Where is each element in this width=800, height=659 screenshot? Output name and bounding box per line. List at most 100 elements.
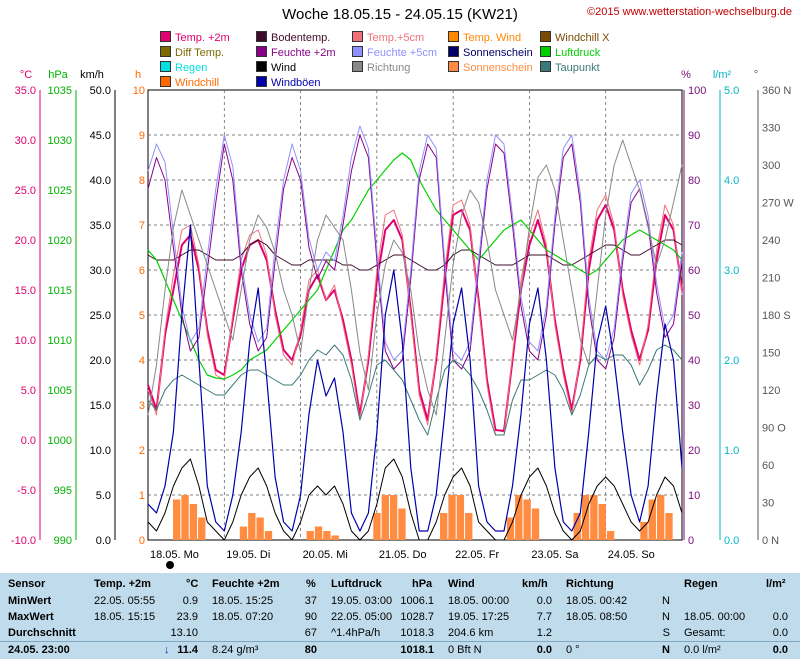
stats-max-richtung-val: N [662,611,670,623]
y-tick-humidity: 10 [688,490,700,502]
legend-label: Temp.+5cm [367,32,425,44]
stats-max-regen-time: 18.05. 00:00 [684,611,746,623]
stats-header-sensor: Sensor [8,578,46,590]
y-tick-temp: 30.0 [15,135,36,147]
stats-min-wind-time: 18.05. 00:00 [448,595,510,607]
stats-min-richtung-time: 18.05. 00:42 [566,595,628,607]
stats-avg-regen-val: 0.0 [772,627,788,639]
y-tick-sun: 10 [133,85,145,97]
y-tick-wind: 40.0 [90,175,111,187]
stats-header-druck: Luftdruck [331,578,382,590]
y-tick-humidity: 20 [688,445,700,457]
legend-swatch [160,76,171,87]
stats-min-feuchte-val: 37 [304,595,317,607]
chart-title: Woche 18.05.15 - 24.05.15 (KW21) [282,6,518,23]
legend-item-diff-temp: Diff Temp. [160,46,224,60]
sunshine-bar [173,499,181,540]
legend-item-taupunkt: Taupunkt [540,61,600,75]
legend-item-feuchte-5cm: Feuchte +5cm [352,46,437,60]
legend-label: Temp. +2m [175,32,230,44]
legend-label: Regen [175,62,208,74]
stats-header-temp: Temp. +2m [94,578,151,590]
legend-swatch [256,76,267,87]
series-line-windb-en [147,224,683,532]
legend-label: Windchill [175,77,220,89]
y-tick-sun: 2 [139,445,145,457]
stats-current-label: 24.05. 23:00 [8,644,70,656]
y-unit-pressure: hPa [48,69,68,81]
y-tick-humidity: 0 [688,535,694,547]
y-tick-temp: 20.0 [15,235,36,247]
sunshine-bar [389,495,398,540]
stats-max-regen-val: 0.0 [772,611,788,623]
y-tick-humidity: 30 [688,400,700,412]
weather-chart: 35.030.025.020.015.010.05.00.0-5.0-10.0°… [11,69,794,569]
stats-max-temp-time: 18.05. 15:15 [94,611,156,623]
copyright-link[interactable]: ©2015 www.wetterstation-wechselburg.de [587,6,792,18]
y-tick-direction: 180 S [762,310,791,322]
y-tick-wind: 5.0 [96,490,111,502]
sunshine-bar [581,495,590,540]
legend-item-windb-en: Windböen [256,76,321,90]
x-tick-label: 24.05. So [608,549,655,561]
stats-min-richtung-val: N [662,595,670,607]
legend-label: Sonnenschein [463,62,533,74]
legend-item-wind: Wind [256,61,296,75]
stats-current-feuchte-abs: 8.24 g/m³ [212,644,259,656]
y-tick-direction: 150 [762,348,780,360]
x-tick-label: 22.05. Fr [455,549,499,561]
sunshine-bar [314,526,323,540]
stats-header-feuchte-unit: % [306,578,316,590]
sunshine-bar [448,495,456,540]
y-tick-temp: -5.0 [17,485,36,497]
stats-current-druck-val: 1018.1 [400,644,434,656]
stats-min-druck-time: 19.05. 03:00 [331,595,393,607]
legend-swatch [448,61,459,72]
y-tick-direction: 240 [762,235,780,247]
stats-avg-feuchte-val: 67 [304,627,317,639]
y-tick-humidity: 70 [688,220,700,232]
y-tick-direction: 210 [762,273,780,285]
y-tick-direction: 270 W [762,198,794,210]
legend-item-sonnenschein: Sonnenschein [448,46,533,60]
y-tick-pressure: 1015 [48,285,72,297]
legend-swatch [256,46,267,57]
y-tick-rain: 0.0 [724,535,739,547]
legend-swatch [352,61,363,72]
y-tick-humidity: 50 [688,310,700,322]
sunshine-bar [656,495,665,540]
y-tick-sun: 3 [139,400,145,412]
series-line-feuchte-2m [147,134,683,370]
stats-current-feuchte-val: 80 [304,644,317,656]
stats-min-temp-time: 22.05. 05:55 [94,595,156,607]
stats-header-wind-unit: km/h [522,578,548,590]
legend-label: Taupunkt [555,62,600,74]
sunshine-bar [590,495,598,540]
y-tick-rain: 4.0 [724,175,739,187]
stats-current-richtung-dir: N [662,644,670,656]
legend-item-sonnenschein: Sonnenschein [448,61,533,75]
y-tick-sun: 7 [139,220,145,232]
y-tick-wind: 45.0 [90,130,111,142]
y-tick-wind: 10.0 [90,445,111,457]
stats-avg-druck-val: 1018.3 [400,627,434,639]
y-unit-wind: km/h [80,69,104,81]
y-tick-temp: 35.0 [15,85,36,97]
y-tick-direction: 30 [762,498,774,510]
legend-label: Windböen [271,77,321,89]
stats-avg-wind-dist: 204.6 km [448,627,494,639]
y-tick-direction: 60 [762,460,774,472]
y-tick-temp: 0.0 [21,435,36,447]
sunshine-bar [256,517,264,540]
sunshine-bar [456,495,465,540]
legend-label: Temp. Wind [463,32,522,44]
y-tick-sun: 5 [139,310,145,322]
series-line-bodentemp [147,239,683,271]
stats-avg-regen-label: Gesamt: [684,627,726,639]
y-tick-pressure: 1010 [48,335,72,347]
series-line-richtung [147,139,683,416]
stats-divider [0,641,800,642]
legend-item-temp-wind: Temp. Wind [448,31,521,45]
stats-max-wind-val: 7.7 [536,611,552,623]
x-tick-label: 18.05. Mo [150,549,199,561]
